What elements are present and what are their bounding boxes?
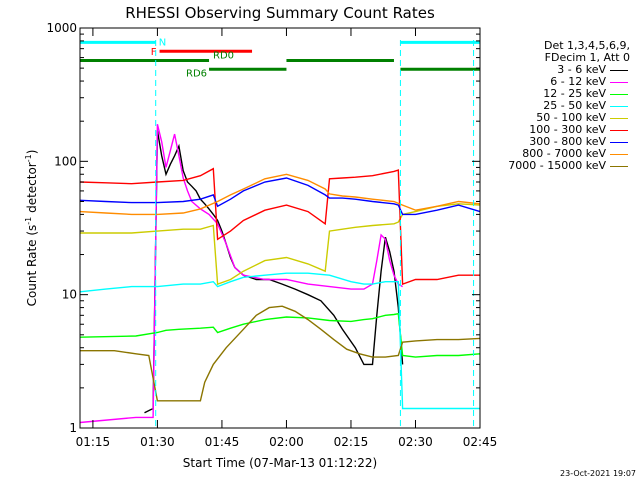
legend-entry-label: 3 - 6 keV — [557, 63, 606, 76]
legend: Det 1,3,4,5,6,9, FDecim 1, Att 0 3 - 6 k… — [480, 40, 630, 172]
legend-entry: 50 - 100 keV — [480, 112, 630, 124]
state-bar-label: F — [151, 47, 157, 58]
series-line — [80, 203, 481, 286]
legend-swatch — [610, 130, 628, 131]
legend-entry: 12 - 25 keV — [480, 88, 630, 100]
series-line — [79, 173, 481, 216]
x-tick-label: 01:30 — [140, 435, 175, 449]
x-tick-label: 02:30 — [398, 435, 433, 449]
x-tick-label: 01:45 — [205, 435, 240, 449]
y-axis-label-part: detector — [25, 162, 39, 217]
legend-entry: 800 - 7000 keV — [480, 148, 630, 160]
legend-entry: 100 - 300 keV — [480, 124, 630, 136]
legend-entry-label: 50 - 100 keV — [536, 111, 606, 124]
legend-header-line: FDecim 1, Att 0 — [544, 51, 630, 64]
y-tick-label: 10 — [62, 288, 77, 302]
plot-frame — [79, 27, 481, 429]
legend-entry-label: 7000 - 15000 keV — [508, 159, 606, 172]
legend-entry-label: 100 - 300 keV — [529, 123, 606, 136]
series-layer — [79, 124, 481, 424]
legend-swatch — [610, 82, 628, 83]
state-bar-label: RD6 — [186, 68, 207, 79]
state-bar-label: RD0 — [213, 51, 234, 62]
y-axis-label: Count Rate (s-1 detector-1) — [24, 150, 39, 307]
event-markers — [155, 40, 475, 428]
y-axis-label-part: ) — [25, 150, 39, 155]
legend-swatch — [610, 118, 628, 119]
x-tick-label: 02:45 — [463, 435, 498, 449]
legend-entry-label: 6 - 12 keV — [550, 75, 606, 88]
legend-entry-label: 300 - 800 keV — [529, 135, 606, 148]
legend-entry: 25 - 50 keV — [480, 100, 630, 112]
y-axis-label-sup: -1 — [24, 217, 33, 225]
legend-swatch — [610, 94, 628, 95]
x-tick-label: 02:15 — [334, 435, 369, 449]
attenuator-state-bars: NF RD0 RD6 — [80, 37, 480, 79]
axes: 01:15 01:30 01:45 02:00 02:15 02:30 02:45 1 10 10… — [46, 21, 497, 449]
legend-entry: 6 - 12 keV — [480, 76, 630, 88]
legend-swatch — [610, 70, 628, 71]
y-tick-label: 100 — [54, 154, 77, 168]
legend-entry: 300 - 800 keV — [480, 136, 630, 148]
legend-entry-label: 800 - 7000 keV — [522, 147, 606, 160]
series-line — [79, 124, 403, 424]
legend-swatch — [610, 166, 628, 167]
x-tick-label: 02:00 — [269, 435, 304, 449]
series-line — [79, 312, 481, 358]
legend-entry-label: 25 - 50 keV — [543, 99, 606, 112]
y-axis-label-part: Count Rate (s — [25, 225, 39, 307]
legend-swatch — [610, 154, 628, 155]
legend-header-line: Det 1,3,4,5,6,9, — [543, 39, 630, 52]
legend-swatch — [610, 106, 628, 107]
legend-entry: 7000 - 15000 keV — [480, 160, 630, 172]
legend-entry-label: 12 - 25 keV — [543, 87, 606, 100]
y-tick-label: 1 — [69, 421, 77, 435]
series-line — [79, 272, 480, 410]
series-line — [79, 177, 481, 216]
legend-swatch — [610, 142, 628, 143]
legend-entry: 3 - 6 keV — [480, 64, 630, 76]
chart-title: RHESSI Observing Summary Count Rates — [125, 4, 435, 22]
y-axis-label-sup: -1 — [24, 154, 33, 162]
series-line — [80, 305, 481, 402]
y-tick-label: 1000 — [46, 21, 77, 35]
state-bar-label: N — [159, 37, 166, 48]
x-tick-label: 01:15 — [76, 435, 111, 449]
x-axis-label: Start Time (07-Mar-13 01:12:22) — [183, 456, 377, 470]
series-line — [144, 130, 404, 414]
timestamp: 23-Oct-2021 19:07 — [560, 469, 636, 478]
series-line — [79, 167, 480, 286]
